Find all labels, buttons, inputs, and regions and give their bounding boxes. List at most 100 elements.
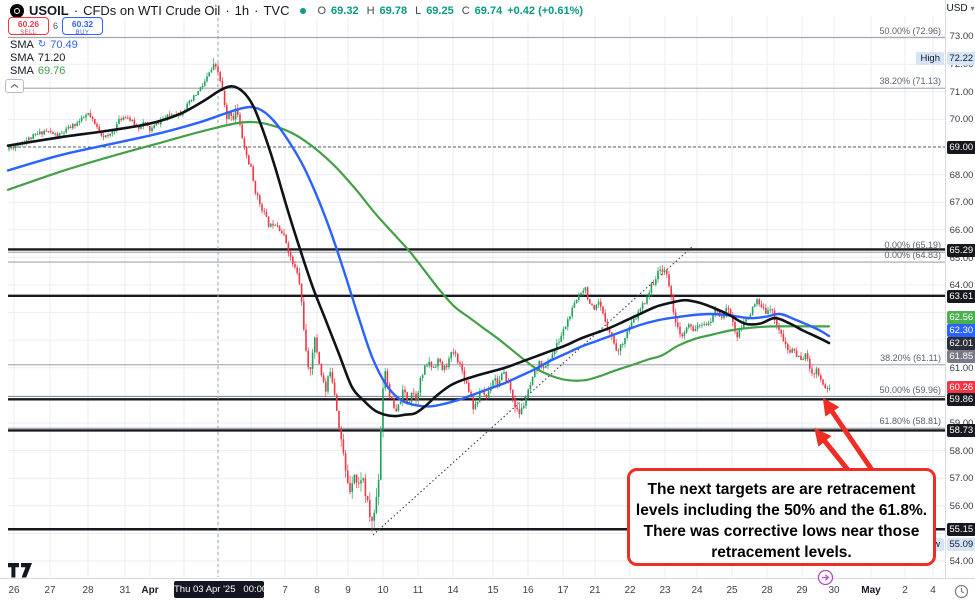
time-tick-label: 21 bbox=[589, 585, 601, 596]
symbol-title-row[interactable]: USOIL · CFDs on WTI Crude Oil · 1h · TVC… bbox=[10, 3, 590, 18]
annotation-arrows[interactable] bbox=[814, 397, 875, 472]
sma-line-sma-slow[interactable] bbox=[6, 120, 831, 382]
price-tick-label: 58.00 bbox=[949, 446, 974, 457]
time-tick-label: 24 bbox=[691, 585, 703, 596]
exchange-label: TVC bbox=[263, 3, 290, 18]
buy-label: BUY bbox=[75, 29, 90, 36]
interval-label[interactable]: 1h bbox=[234, 3, 250, 18]
sma1-value: 70.49 bbox=[50, 38, 78, 51]
time-tick-label: Apr bbox=[141, 585, 159, 596]
price-badge-72.22: 72.22 bbox=[946, 51, 975, 65]
sma-line-sma-fast[interactable] bbox=[6, 84, 831, 418]
price-tick-label: 66.00 bbox=[949, 225, 974, 236]
fib-retracement-lines[interactable] bbox=[8, 37, 945, 429]
market-status-icon bbox=[300, 7, 307, 14]
time-tick-label: 26 bbox=[8, 585, 20, 596]
price-badge-62.30: 62.30 bbox=[946, 323, 975, 337]
crosshair-timestamp: Thu 03 Apr '25 00:00 bbox=[174, 581, 267, 598]
time-tick-label: 9 bbox=[345, 585, 351, 596]
time-tick-label: 4 bbox=[930, 585, 936, 596]
time-tick-label: 7 bbox=[282, 585, 288, 596]
separator: · bbox=[254, 3, 259, 18]
time-tick-label: 8 bbox=[314, 585, 320, 596]
price-badge-69.00: 69.00 bbox=[946, 140, 975, 154]
symbol-logo-icon bbox=[10, 3, 24, 18]
price-axis[interactable]: 73.00 72.00 71.00 70.00 68.00 67.00 66.00 65.00… bbox=[945, 0, 975, 602]
legend-row-sma3[interactable]: SMA 69.76 bbox=[10, 64, 78, 77]
sma3-label: SMA bbox=[10, 64, 34, 77]
time-tick-label: 22 bbox=[624, 585, 636, 596]
legend-row-sma1[interactable]: SMA ↻ 70.49 bbox=[10, 38, 78, 51]
sma-line-sma-mid[interactable] bbox=[6, 105, 831, 408]
time-tick-label: 11 bbox=[412, 585, 424, 596]
price-badge-59.86: 59.86 bbox=[946, 392, 975, 406]
time-tick-label: 27 bbox=[44, 585, 56, 596]
price-tick-label: 73.00 bbox=[949, 31, 974, 42]
go-to-realtime-button[interactable] bbox=[817, 569, 834, 586]
low-label: L bbox=[415, 4, 422, 17]
separator: · bbox=[73, 3, 79, 18]
collapse-legend-button[interactable] bbox=[5, 79, 24, 93]
time-tick-label: 15 bbox=[487, 585, 499, 596]
buy-button[interactable]: 60.32 BUY bbox=[62, 17, 104, 36]
change-value: +0.42 (+0.61%) bbox=[507, 4, 584, 17]
indicator-legend: SMA ↻ 70.49 SMA 71.20 SMA 69.76 bbox=[10, 38, 78, 77]
time-tick-label: 25 bbox=[726, 585, 738, 596]
open-label: O bbox=[317, 4, 327, 17]
time-tick-label: May bbox=[861, 585, 881, 596]
price-badge-62.01: 62.01 bbox=[946, 336, 975, 350]
time-tick-label: 28 bbox=[82, 585, 94, 596]
high-label: H bbox=[366, 4, 375, 17]
spread-value: 6 bbox=[53, 21, 59, 31]
close-label: C bbox=[461, 4, 470, 17]
price-tick-label: 71.00 bbox=[949, 87, 974, 98]
symbol-description: CFDs on WTI Crude Oil bbox=[83, 3, 221, 18]
legend-row-sma2[interactable]: SMA 71.20 bbox=[10, 51, 78, 64]
session-clock-icon[interactable] bbox=[954, 584, 969, 599]
price-tick-label: 56.00 bbox=[949, 501, 974, 512]
price-badge-61.85: 61.85 bbox=[946, 349, 975, 363]
currency-selector[interactable]: USD ▾ bbox=[946, 3, 975, 17]
chevron-up-icon bbox=[10, 83, 19, 88]
high-value: 69.78 bbox=[379, 4, 408, 17]
time-axis[interactable]: Thu 03 Apr '25 00:00 26 27 28 31 Apr 7 8 9 10 11 1… bbox=[0, 578, 975, 602]
sell-label: SELL bbox=[20, 29, 37, 36]
time-tick-label: 2 bbox=[902, 585, 908, 596]
price-tick-label: 57.00 bbox=[949, 473, 974, 484]
price-tick-label: 67.00 bbox=[949, 197, 974, 208]
price-tick-label: 61.00 bbox=[949, 363, 974, 374]
currency-label: USD bbox=[946, 3, 968, 14]
sma2-label: SMA bbox=[10, 51, 34, 64]
price-tick-label: 72.00 bbox=[949, 59, 974, 70]
time-tick-label: 31 bbox=[119, 585, 131, 596]
price-badge-60.26: 60.26 bbox=[946, 380, 975, 394]
sell-button[interactable]: 60.26 SELL bbox=[8, 17, 49, 36]
annotation-line: There was corrective lows near those bbox=[643, 523, 920, 540]
symbol-name[interactable]: USOIL bbox=[29, 3, 69, 18]
price-tick-label: 65.00 bbox=[949, 253, 974, 264]
price-tick-label: 54.00 bbox=[949, 556, 974, 567]
price-tick-label: 70.00 bbox=[949, 114, 974, 125]
time-tick-label: 10 bbox=[377, 585, 389, 596]
annotation-line: levels including the 50% and the 61.8%. bbox=[635, 502, 928, 519]
time-tick-label: 23 bbox=[659, 585, 671, 596]
sma1-label: SMA bbox=[10, 38, 34, 51]
sma2-value: 71.20 bbox=[37, 51, 66, 64]
trade-panel: 60.26 SELL 6 60.32 BUY bbox=[8, 17, 104, 36]
annotation-box[interactable]: The next targets are are retracement lev… bbox=[627, 468, 936, 566]
sell-price: 60.26 bbox=[17, 19, 40, 29]
price-badge-55.15: 55.15 bbox=[946, 522, 975, 536]
open-value: 69.32 bbox=[331, 4, 359, 17]
separator: · bbox=[225, 3, 230, 18]
tradingview-logo[interactable] bbox=[8, 563, 33, 578]
chevron-down-icon: ▾ bbox=[970, 4, 975, 13]
price-badge-58.73: 58.73 bbox=[946, 423, 975, 437]
price-tick-label: 68.00 bbox=[949, 170, 974, 181]
time-tick-label: 16 bbox=[522, 585, 534, 596]
price-badge-65.29: 65.29 bbox=[946, 243, 975, 257]
low-value: 69.25 bbox=[426, 4, 454, 17]
candlestick-series bbox=[8, 58, 831, 531]
sma3-value: 69.76 bbox=[37, 64, 66, 77]
sma-sync-icon: ↻ bbox=[37, 39, 47, 50]
